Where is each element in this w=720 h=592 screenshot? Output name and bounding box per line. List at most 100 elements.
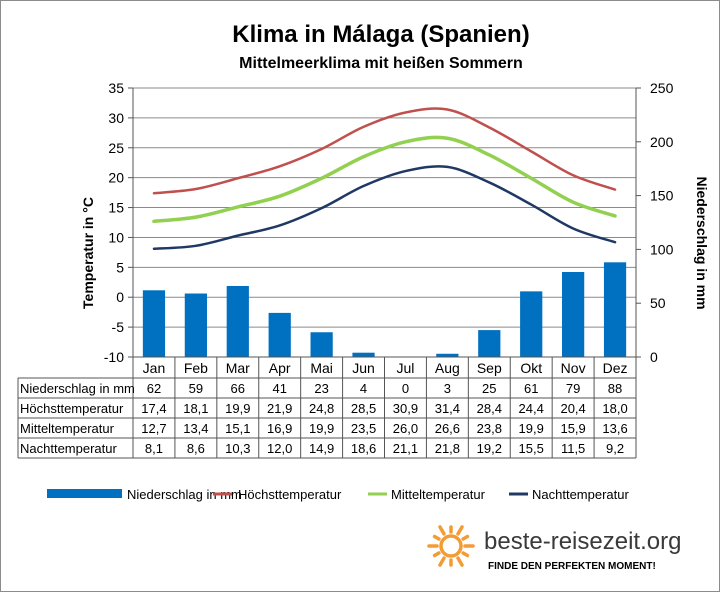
table-row-label: Höchsttemperatur <box>20 401 124 416</box>
month-label: Okt <box>520 360 542 376</box>
y-left-tick-label: 10 <box>108 229 124 245</box>
legend-label: Mitteltemperatur <box>391 487 486 502</box>
table-cell: 19,9 <box>225 401 250 416</box>
precipitation-bars <box>142 262 627 357</box>
table-cell: 10,3 <box>225 441 250 456</box>
y-right-tick-label: 0 <box>650 349 658 365</box>
y-left-tick-label: 0 <box>116 289 124 305</box>
table-cell: 18,0 <box>602 401 627 416</box>
y-left-tick-label: -5 <box>112 319 125 335</box>
table-cell: 31,4 <box>435 401 460 416</box>
month-label: Mar <box>226 360 250 376</box>
table-cell: 25 <box>482 381 496 396</box>
precipitation-bar <box>603 262 627 357</box>
sun-ray <box>438 556 446 567</box>
month-label: Feb <box>184 360 208 376</box>
month-label: Sep <box>477 360 502 376</box>
table-cell: 17,4 <box>141 401 166 416</box>
table-cell: 11,5 <box>561 441 585 456</box>
month-label: Dez <box>603 360 628 376</box>
y-left-tick-label: 25 <box>108 140 124 156</box>
precipitation-bar <box>184 293 207 357</box>
mean-temperature-line <box>152 135 617 224</box>
table-cell: 3 <box>444 381 451 396</box>
month-label: Jan <box>143 360 166 376</box>
table-cell: 23 <box>314 381 328 396</box>
y-right-tick-label: 250 <box>650 80 674 96</box>
legend-swatch-precipitation <box>47 489 122 498</box>
high-temperature-line <box>152 107 617 195</box>
y-right-tick-label: 200 <box>650 134 674 150</box>
precipitation-bar <box>268 312 291 357</box>
month-label: Aug <box>435 360 460 376</box>
table-cell: 26,6 <box>435 421 460 436</box>
sun-ray <box>432 534 441 541</box>
table-cell: 23,5 <box>351 421 376 436</box>
table-cell: 13,4 <box>183 421 208 436</box>
legend-label: Höchsttemperatur <box>238 487 342 502</box>
table-cell: 16,9 <box>267 421 292 436</box>
table-cell: 21,1 <box>393 441 418 456</box>
y-left-tick-label: 20 <box>108 170 124 186</box>
y-left-tick-label: 35 <box>108 80 124 96</box>
y-right-axis-title: Niederschlag in mm <box>694 176 710 309</box>
chart-title: Klima in Málaga (Spanien) <box>232 21 529 48</box>
table-cell: 62 <box>147 381 161 396</box>
y-right-tick-label: 100 <box>650 241 674 257</box>
table-cell: 13,6 <box>602 421 627 436</box>
night-temperature-line <box>152 165 617 251</box>
table-cell: 9,2 <box>606 441 624 456</box>
brand-name: beste-reisezeit.org <box>484 528 681 555</box>
temperature-lines <box>152 107 617 251</box>
table-cell: 61 <box>524 381 538 396</box>
precipitation-bar <box>226 285 249 357</box>
table-cell: 88 <box>608 381 622 396</box>
table-cell: 15,1 <box>225 421 250 436</box>
table-cell: 8,6 <box>187 441 205 456</box>
month-label: Apr <box>269 360 291 376</box>
precipitation-bar <box>310 332 333 357</box>
y-right-tick-label: 50 <box>650 295 666 311</box>
table-cell: 15,5 <box>519 441 544 456</box>
table-cell: 21,8 <box>435 441 460 456</box>
table-cell: 14,9 <box>309 441 334 456</box>
precipitation-bar <box>520 291 543 357</box>
y-left-tick-label: 15 <box>108 200 124 216</box>
y-left-tick-label: -10 <box>104 349 124 365</box>
y-left-tick-label: 30 <box>108 110 124 126</box>
sun-icon <box>427 525 475 567</box>
month-label: Nov <box>561 360 586 376</box>
chart-subtitle: Mittelmeerklima mit heißen Sommern <box>239 55 523 72</box>
brand-slogan: FINDE DEN PERFEKTEN MOMENT! <box>488 561 656 572</box>
sun-ray <box>461 551 470 558</box>
month-label: Mai <box>310 360 333 376</box>
table-cell: 26,0 <box>393 421 418 436</box>
legend-label: Niederschlag in mm <box>127 487 242 502</box>
table-cell: 66 <box>231 381 245 396</box>
table-cell: 18,1 <box>183 401 208 416</box>
tick-labels: -10 -5 0 5 10 15 20 25 30 35 0 50 100 150 200 250 <box>104 80 674 365</box>
brand-logo: beste-reisezeit.org FINDE DEN PERFEKTEN … <box>427 525 681 572</box>
precipitation-bar <box>352 352 375 357</box>
table-row-label: Nachttemperatur <box>20 441 117 456</box>
table-cell: 41 <box>272 381 286 396</box>
table-cell: 28,4 <box>477 401 502 416</box>
table-cell: 20,4 <box>560 401 585 416</box>
table-cell: 28,5 <box>351 401 376 416</box>
legend-label: Nachttemperatur <box>532 487 629 502</box>
table-row-label: Niederschlag in mm <box>20 381 135 396</box>
table-cell: 12,0 <box>267 441 292 456</box>
table-row-label: Mitteltemperatur <box>20 421 115 436</box>
table-cell: 30,9 <box>393 401 418 416</box>
table-cell: 12,7 <box>141 421 166 436</box>
sun-ray <box>461 534 470 541</box>
precipitation-bar <box>478 330 501 357</box>
y-right-tick-label: 150 <box>650 188 674 204</box>
precipitation-bar <box>436 353 459 357</box>
sun-ray <box>438 525 446 536</box>
table-cell: 24,8 <box>309 401 334 416</box>
sun-ray <box>456 525 464 536</box>
y-left-tick-label: 5 <box>116 259 124 275</box>
